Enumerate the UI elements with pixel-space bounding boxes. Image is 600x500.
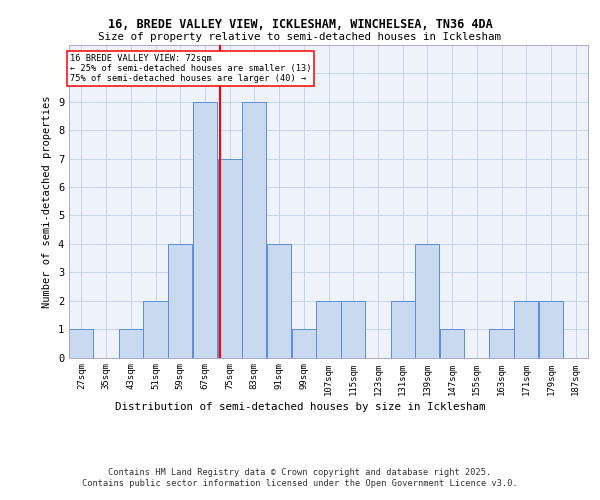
Bar — [292, 329, 316, 358]
Bar — [119, 329, 143, 358]
Bar — [316, 300, 341, 358]
Bar — [490, 329, 514, 358]
Bar — [193, 102, 217, 358]
Text: Contains HM Land Registry data © Crown copyright and database right 2025.
Contai: Contains HM Land Registry data © Crown c… — [82, 468, 518, 487]
Bar — [440, 329, 464, 358]
Bar — [415, 244, 439, 358]
Bar — [267, 244, 291, 358]
Bar — [539, 300, 563, 358]
Text: 16 BREDE VALLEY VIEW: 72sqm
← 25% of semi-detached houses are smaller (13)
75% o: 16 BREDE VALLEY VIEW: 72sqm ← 25% of sem… — [70, 54, 311, 84]
Y-axis label: Number of semi-detached properties: Number of semi-detached properties — [43, 95, 52, 308]
Bar — [391, 300, 415, 358]
Bar — [69, 329, 94, 358]
Bar — [143, 300, 167, 358]
Bar — [168, 244, 193, 358]
Bar — [341, 300, 365, 358]
Bar — [242, 102, 266, 358]
Text: Size of property relative to semi-detached houses in Icklesham: Size of property relative to semi-detach… — [98, 32, 502, 42]
Text: 16, BREDE VALLEY VIEW, ICKLESHAM, WINCHELSEA, TN36 4DA: 16, BREDE VALLEY VIEW, ICKLESHAM, WINCHE… — [107, 18, 493, 30]
Bar — [218, 158, 242, 358]
Bar — [514, 300, 538, 358]
Text: Distribution of semi-detached houses by size in Icklesham: Distribution of semi-detached houses by … — [115, 402, 485, 412]
